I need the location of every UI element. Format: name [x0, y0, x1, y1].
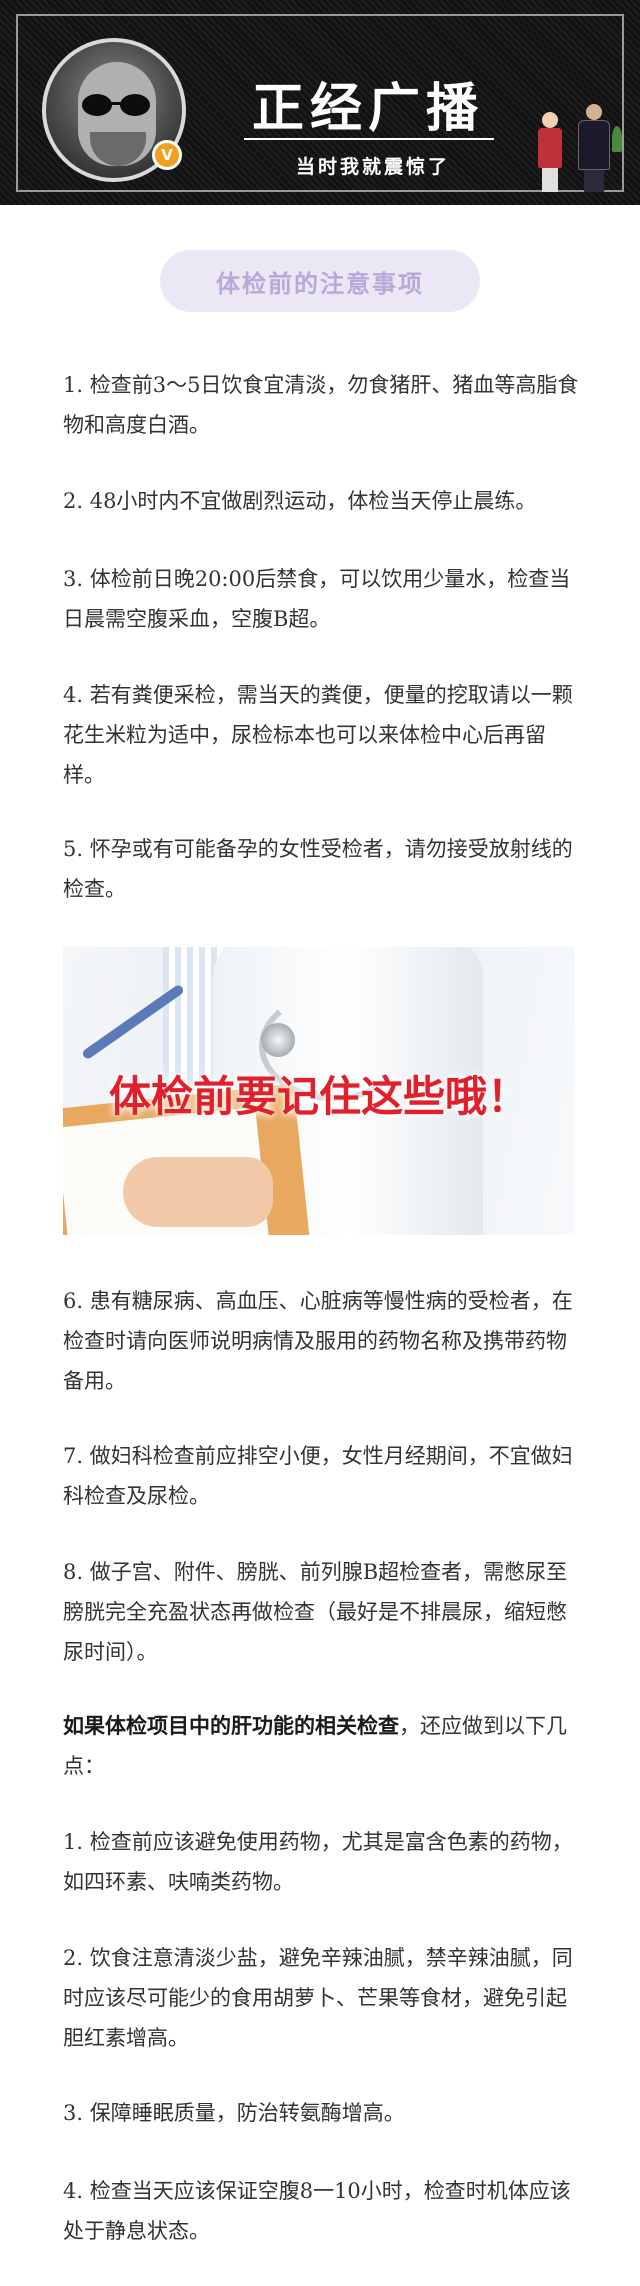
list-item: 3. 保障睡眠质量，防治转氨酶增高。: [63, 2101, 405, 2125]
list-item: 6. 患有糖尿病、高血压、心脏病等慢性病的受检者，在检查时请向医师说明病情及服用…: [63, 1289, 573, 1393]
verified-badge-icon: V: [152, 140, 182, 170]
list-item: 4. 检查当天应该保证空腹8一10小时，检查时机体应该处于静息状态。: [63, 2179, 571, 2243]
photo-overlay-text: 体检前要记住这些哦！: [108, 1072, 529, 1121]
stethoscope-icon: [261, 1023, 295, 1057]
plant-icon: [612, 126, 622, 152]
section-title-pill: 体检前的注意事项: [160, 250, 480, 312]
liver-note-rest: ，还应做到以下几点：: [63, 1714, 567, 1778]
woman-figure-body: [538, 128, 562, 168]
list-item: 1. 检查前3～5日饮食宜清淡，勿食猪肝、猪血等高脂食物和高度白酒。: [63, 373, 579, 437]
man-figure-legs: [584, 170, 604, 192]
doctor-photo: 体检前要记住这些哦！: [63, 947, 575, 1235]
list-item: 4. 若有粪便采检，需当天的粪便，便量的挖取请以一颗花生米粒为适中，尿检标本也可…: [63, 683, 573, 787]
list-item: 3. 体检前日晚20:00后禁食，可以饮用少量水，检查当日晨需空腹采血，空腹B超…: [63, 567, 571, 631]
woman-figure-icon: [542, 112, 558, 128]
list-item: 7. 做妇科检查前应排空小便，女性月经期间，不宜做妇科检查及尿检。: [63, 1444, 573, 1508]
banner-subtitle: 当时我就震惊了: [295, 156, 450, 178]
sunglasses-right-icon: [120, 94, 150, 116]
man-figure-body: [578, 120, 610, 170]
list-item: 8. 做子宫、附件、膀胱、前列腺B超检查者，需憋尿至膀胱完全充盈状态再做检查（最…: [63, 1560, 568, 1664]
hand-icon: [123, 1157, 273, 1227]
banner-frame: [16, 14, 624, 192]
banner-divider: [244, 138, 494, 140]
list-item: 1. 检查前应该避免使用药物，尤其是富含色素的药物，如四环素、呋喃类药物。: [63, 1830, 573, 1894]
man-figure-icon: [586, 104, 602, 120]
section-title: 体检前的注意事项: [216, 268, 424, 298]
sunglasses-bridge: [110, 102, 122, 105]
liver-note-bold: 如果体检项目中的肝功能的相关检查: [63, 1713, 399, 1738]
banner-title: 正经广播: [251, 78, 484, 139]
woman-figure-legs: [542, 168, 558, 192]
list-item: 2. 48小时内不宜做剧烈运动，体检当天停止晨练。: [63, 489, 537, 513]
list-item: 2. 饮食注意清淡少盐，避免辛辣油腻，禁辛辣油腻，同时应该尽可能少的食用胡萝卜、…: [63, 1946, 573, 2050]
header-banner: V 正经广播 当时我就震惊了: [0, 0, 640, 205]
list-item: 5. 怀孕或有可能备孕的女性受检者，请勿接受放射线的检查。: [63, 837, 573, 901]
sunglasses-left-icon: [82, 94, 112, 116]
liver-note: 如果体检项目中的肝功能的相关检查，还应做到以下几点：: [63, 1706, 581, 1786]
